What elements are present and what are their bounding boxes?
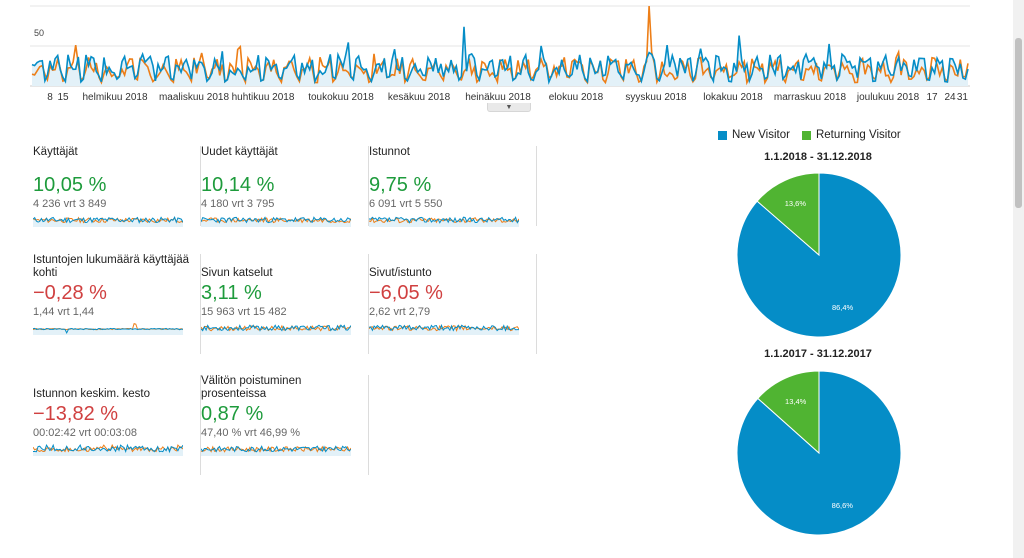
x-tick-label: 15: [57, 92, 69, 103]
metric-sparkline: [33, 443, 183, 456]
pie-label-new: 86,6%: [832, 501, 854, 510]
metric-label: Käyttäjät: [33, 146, 78, 158]
metric-sparkline: [33, 322, 183, 335]
sparkline-current: [33, 327, 183, 335]
x-tick-label: toukokuu 2018: [308, 92, 374, 103]
metric-istunnon-kesto[interactable]: Istunnon keskim. kesto −13,82 % 00:02:42…: [33, 375, 201, 475]
pie-legend: New Visitor Returning Visitor: [718, 128, 928, 142]
vertical-scrollbar[interactable]: [1013, 0, 1024, 558]
pie-title-2017: 1.1.2017 - 31.12.2017: [764, 348, 872, 360]
metric-istunnot[interactable]: Istunnot 9,75 % 6 091 vrt 5 550: [369, 146, 537, 227]
x-tick-label: kesäkuu 2018: [388, 92, 451, 103]
chart-collapse-handle[interactable]: ▼: [487, 103, 531, 112]
metric-istuntoja-per-kayttaja[interactable]: Istuntojen lukumäärä käyttäjää kohti −0,…: [33, 254, 201, 354]
pie-label-returning: 13,4%: [785, 397, 807, 406]
series-previous-line: [31, 5, 969, 86]
metric-sivun-katselut[interactable]: Sivun katselut 3,11 % 15 963 vrt 15 482: [201, 254, 369, 354]
metric-compare: 2,62 vrt 2,79: [369, 306, 431, 318]
x-tick-label: 31: [957, 92, 969, 103]
x-axis-tick-labels: 8 15 helmikuu 2018 maaliskuu 2018 huhtikuu 2…: [47, 92, 968, 103]
sparkline-current: [201, 445, 351, 453]
legend-item-new-visitor[interactable]: New Visitor: [718, 129, 790, 141]
x-tick-label: lokakuu 2018: [703, 92, 763, 103]
scrollbar-thumb[interactable]: [1015, 38, 1022, 208]
x-tick-label: 17: [926, 92, 938, 103]
x-tick-label: heinäkuu 2018: [465, 92, 531, 103]
sessions-timeline-chart[interactable]: 50 8 15 helmikuu 2018 maaliskuu 2018 huhtiku…: [30, 0, 970, 105]
series-current-line: [31, 26, 969, 85]
x-tick-label: 8: [47, 92, 53, 103]
metric-label: Sivut/istunto: [369, 267, 432, 279]
legend-label-returning: Returning Visitor: [815, 129, 901, 141]
pie-title-2018: 1.1.2018 - 31.12.2018: [764, 151, 872, 163]
x-tick-label: huhtikuu 2018: [232, 92, 295, 103]
y-axis-label-50: 50: [34, 28, 44, 38]
metric-change: −0,28 %: [33, 282, 107, 304]
metric-label: Istunnot: [369, 146, 410, 158]
pie-chart-2017[interactable]: 13,4% 86,6%: [736, 370, 902, 536]
chevron-down-icon: ▼: [505, 103, 513, 111]
metric-compare: 6 091 vrt 5 550: [369, 198, 443, 210]
sparkline-current: [33, 443, 183, 454]
sparkline-area: [33, 328, 183, 335]
metric-change: 0,87 %: [201, 403, 264, 425]
x-tick-label: syyskuu 2018: [625, 92, 687, 103]
pie-label-returning: 13,6%: [785, 199, 807, 208]
metric-label: Istuntojen lukumäärä käyttäjää kohti: [33, 254, 189, 279]
legend-label-new: New Visitor: [732, 129, 790, 141]
metric-sparkline: [369, 216, 519, 227]
metric-label: Uudet käyttäjät: [201, 146, 278, 158]
series-current-area: [32, 26, 968, 86]
metric-sparkline: [201, 445, 351, 456]
sparkline-current: [201, 324, 351, 332]
metric-compare: 00:02:42 vrt 00:03:08: [33, 427, 137, 439]
sparkline-current: [201, 216, 351, 224]
metric-change: 3,11 %: [201, 282, 262, 304]
metric-valiton-poistuminen[interactable]: Välitön poistuminen prosenteissa 0,87 % …: [201, 375, 369, 475]
metric-uudet-kayttajat[interactable]: Uudet käyttäjät 10,14 % 4 180 vrt 3 795: [201, 146, 369, 227]
metric-label: Istunnon keskim. kesto: [33, 388, 150, 400]
metric-change: −13,82 %: [33, 403, 119, 425]
sparkline-current: [369, 216, 519, 224]
pie-chart-2018[interactable]: 13,6% 86,4%: [736, 172, 902, 338]
metric-sparkline: [201, 324, 351, 335]
x-tick-label: maaliskuu 2018: [159, 92, 229, 103]
metric-compare: 47,40 % vrt 46,99 %: [201, 427, 301, 439]
pie-slice-returning-visitor[interactable]: [756, 172, 820, 257]
legend-swatch-new: [718, 130, 727, 140]
metric-label: Sivun katselut: [201, 267, 273, 279]
metric-sparkline: [33, 215, 183, 227]
x-tick-label: joulukuu 2018: [856, 92, 920, 103]
metric-compare: 4 236 vrt 3 849: [33, 198, 107, 210]
metric-compare: 4 180 vrt 3 795: [201, 198, 275, 210]
metric-compare: 15 963 vrt 15 482: [201, 306, 287, 318]
metric-sivut-istunto[interactable]: Sivut/istunto −6,05 % 2,62 vrt 2,79: [369, 254, 537, 354]
metric-change: 10,05 %: [33, 174, 107, 196]
metric-change: 9,75 %: [369, 174, 432, 196]
legend-item-returning-visitor[interactable]: Returning Visitor: [801, 129, 901, 141]
pie-slice-new-visitor[interactable]: [736, 370, 902, 536]
metric-sparkline: [201, 216, 351, 227]
x-tick-label: marraskuu 2018: [774, 92, 847, 103]
x-tick-label: elokuu 2018: [549, 92, 604, 103]
pie-label-new: 86,4%: [832, 303, 854, 312]
legend-swatch-returning: [801, 130, 811, 140]
sparkline-area: [369, 325, 519, 335]
sparkline-area: [201, 325, 351, 335]
metric-change: 10,14 %: [201, 174, 275, 196]
sparkline-current: [369, 323, 519, 332]
metric-compare: 1,44 vrt 1,44: [33, 306, 95, 318]
pie-slice-returning-visitor[interactable]: [757, 370, 820, 455]
x-tick-label: 24: [944, 92, 956, 103]
sparkline-current: [33, 215, 183, 224]
x-tick-label: helmikuu 2018: [82, 92, 147, 103]
metric-label: Välitön poistuminen prosenteissa: [201, 375, 302, 400]
metric-change: −6,05 %: [369, 282, 443, 304]
metric-kayttajat[interactable]: Käyttäjät 10,05 % 4 236 vrt 3 849: [33, 146, 201, 227]
metric-sparkline: [369, 323, 519, 335]
